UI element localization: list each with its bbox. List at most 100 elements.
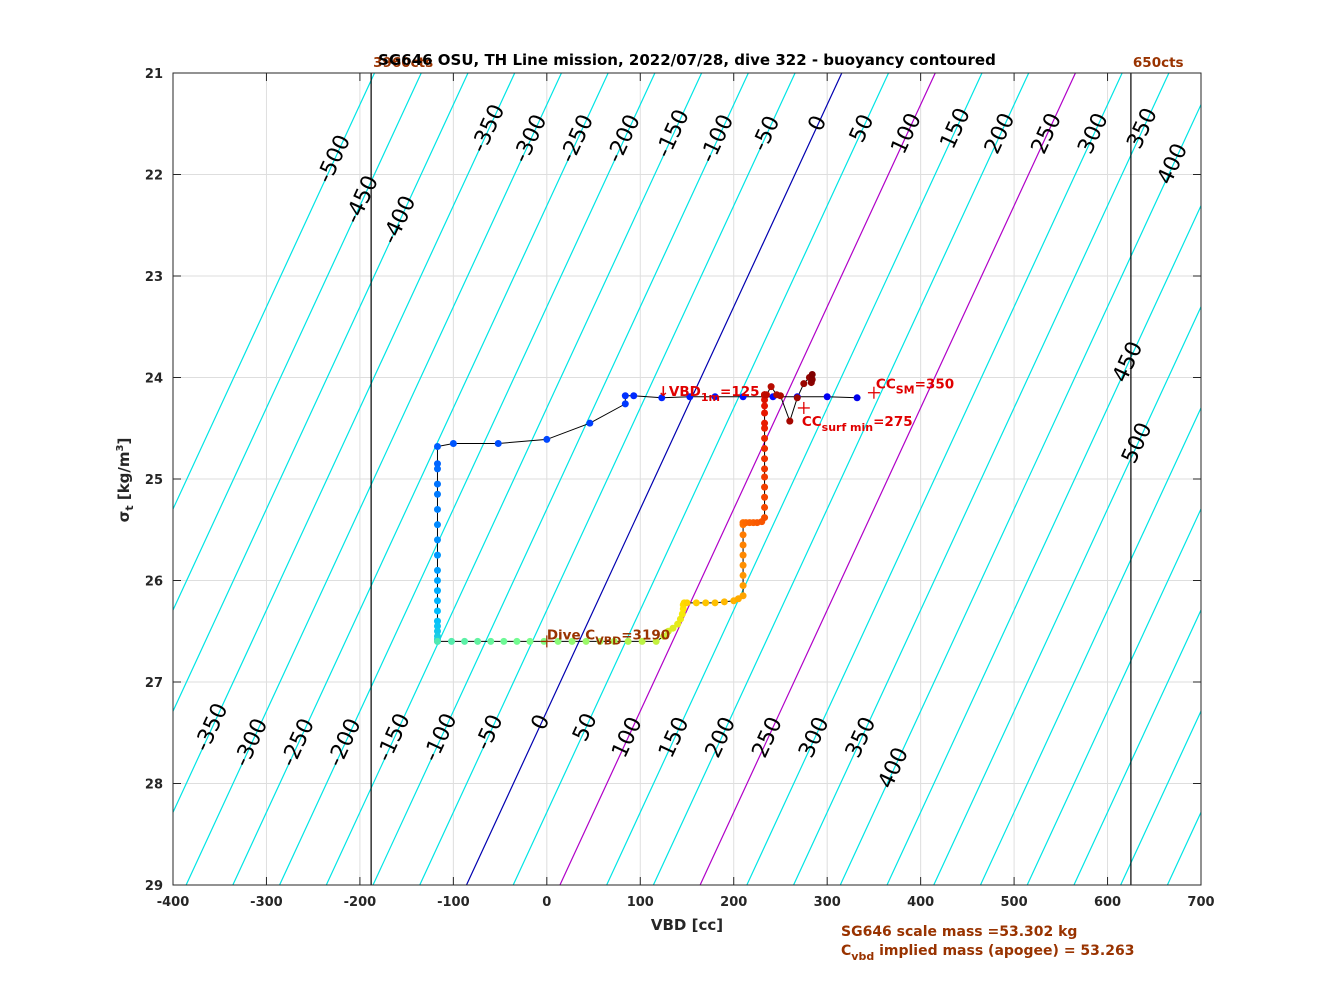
- y-axis-close: ]: [115, 438, 133, 445]
- dive-point: [686, 393, 694, 401]
- contour-line: [419, 73, 796, 885]
- buoyancy-contours: [173, 73, 1328, 885]
- contour-line: [279, 73, 656, 885]
- vbd-1m-value: =125: [720, 384, 760, 400]
- contour-line: [979, 406, 1201, 885]
- contour-line: [173, 73, 516, 814]
- climb-point: [739, 592, 747, 600]
- contour-line: [1261, 73, 1328, 885]
- climb-point: [762, 391, 770, 399]
- x-axis-title: VBD [cc]: [651, 916, 723, 934]
- climb-point: [808, 376, 816, 384]
- dive-point: [621, 400, 629, 408]
- climb-point: [487, 637, 495, 645]
- climb-point: [500, 637, 508, 645]
- dive-point: [621, 392, 629, 400]
- climb-point: [800, 380, 808, 388]
- x-tick-label: -100: [437, 895, 470, 910]
- dive-point: [449, 439, 457, 447]
- x-tick-label: -200: [344, 895, 377, 910]
- climb-point: [761, 402, 769, 410]
- footer-c-symbol: C: [841, 943, 851, 959]
- climb-point: [761, 424, 769, 432]
- climb-point: [526, 637, 534, 645]
- contour-line: [1073, 608, 1201, 885]
- chart-title: SG646 OSU, TH Line mission, 2022/07/28, …: [378, 51, 996, 69]
- dive-point: [433, 617, 441, 625]
- y-tick-label: 24: [145, 372, 163, 387]
- y-axis-superscript: 3: [115, 444, 126, 451]
- contour-line: [746, 73, 1123, 885]
- vbd-1m-prefix: ↓VBD: [658, 384, 701, 400]
- x-tick-label: 400: [907, 895, 934, 910]
- climb-point: [739, 571, 747, 579]
- dive-point: [494, 439, 502, 447]
- dive-point: [433, 521, 441, 529]
- climb-point: [711, 599, 719, 607]
- contour-line: [793, 73, 1170, 885]
- x-tick-label: 600: [1094, 895, 1121, 910]
- climb-point: [702, 599, 710, 607]
- cc-sm-subscript: SM: [896, 384, 915, 397]
- dive-cvbd-prefix: Dive C: [547, 627, 595, 643]
- y-tick-label: 29: [145, 879, 163, 894]
- climb-point: [761, 473, 769, 481]
- climb-point: [761, 455, 769, 463]
- dive-point: [433, 587, 441, 595]
- climb-point: [433, 637, 441, 645]
- dive-point: [433, 627, 441, 635]
- cc-surf-min-label: CCsurf min=275: [802, 414, 913, 434]
- climb-point: [669, 624, 677, 632]
- climb-point: [739, 561, 747, 569]
- y-axis-subscript: t: [123, 505, 136, 510]
- climb-point: [761, 493, 769, 501]
- x-tick-label: 200: [720, 895, 747, 910]
- x-tick-label: -400: [157, 895, 190, 910]
- dive-point: [433, 577, 441, 584]
- dive-point: [543, 435, 551, 443]
- footer-implied-text: implied mass (apogee) = 53.263: [874, 943, 1134, 959]
- climb-point: [582, 637, 590, 645]
- footer-c-subscript: vbd: [851, 950, 874, 963]
- contour-line: [372, 73, 749, 885]
- cc-surf-min-value: =275: [873, 414, 913, 430]
- contour-line: [839, 103, 1201, 885]
- dive-point: [630, 392, 638, 400]
- climb-point: [638, 637, 646, 645]
- dive-point: [586, 419, 594, 427]
- vbd-limit-label: 3960cts: [373, 55, 433, 71]
- contour-line: [933, 305, 1201, 885]
- contour-line: [1214, 73, 1328, 885]
- climb-point: [793, 394, 801, 402]
- climb-point: [739, 531, 747, 539]
- magenta-contour-line: [699, 73, 1076, 885]
- dive-point: [658, 394, 666, 402]
- x-tick-label: 300: [814, 895, 841, 910]
- cc-surf-min-subscript: surf min: [822, 421, 873, 434]
- dive-point: [433, 551, 441, 559]
- climb-point: [761, 445, 769, 453]
- dive-point: [823, 393, 831, 401]
- dive-point: [853, 394, 861, 402]
- dive-point: [433, 566, 441, 574]
- contour-line: [1026, 507, 1201, 885]
- climb-point: [568, 637, 576, 645]
- x-tick-label: 100: [627, 895, 654, 910]
- contour-line: [1120, 709, 1201, 885]
- magenta-contour-line: [559, 73, 936, 885]
- climb-point: [767, 383, 775, 391]
- cc-sm-prefix: CC: [876, 377, 896, 393]
- climb-point: [739, 541, 747, 549]
- climb-point: [761, 409, 769, 417]
- climb-point: [610, 637, 618, 645]
- contour-line: [173, 73, 469, 713]
- contour-line: [652, 73, 1030, 885]
- dive-cvbd-subscript: VBD: [595, 634, 621, 647]
- climb-point: [761, 419, 769, 427]
- climb-point: [808, 370, 816, 378]
- footer-implied-mass: Cvbd implied mass (apogee) = 53.263: [841, 943, 1134, 963]
- climb-point: [624, 637, 632, 645]
- dive-point: [739, 393, 747, 401]
- dive-point: [433, 490, 441, 498]
- climb-point: [554, 637, 562, 645]
